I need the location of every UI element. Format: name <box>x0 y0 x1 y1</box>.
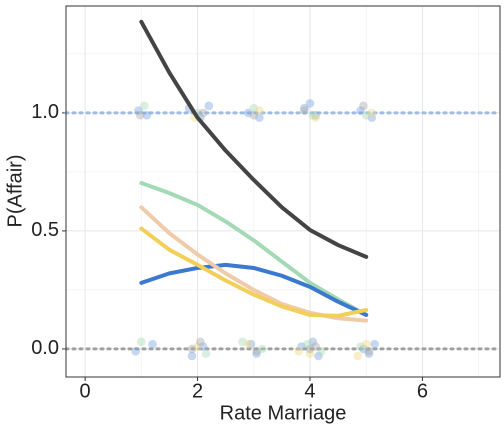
y-tick-label: 0.5 <box>31 219 59 241</box>
data-point <box>255 106 264 115</box>
data-point <box>356 342 365 351</box>
data-point <box>249 110 259 120</box>
data-point <box>356 106 365 115</box>
data-point <box>255 113 264 122</box>
x-tick-label: 6 <box>417 380 428 402</box>
y-axis-title: P(Affair) <box>4 155 26 228</box>
y-tick-label: 0.0 <box>31 337 59 359</box>
data-point <box>238 337 247 347</box>
data-point <box>311 113 320 122</box>
data-point <box>196 337 205 347</box>
data-point <box>246 339 256 349</box>
data-point <box>198 108 208 118</box>
data-point <box>257 344 267 354</box>
x-tick-label: 0 <box>80 380 91 402</box>
data-point <box>137 337 146 347</box>
fit-line <box>139 262 369 317</box>
data-point <box>305 349 315 358</box>
data-point <box>308 110 318 120</box>
data-point <box>361 339 371 349</box>
data-point <box>201 349 211 358</box>
x-tick-label: 4 <box>304 380 315 402</box>
data-point <box>131 346 141 356</box>
data-point <box>252 346 261 356</box>
data-point <box>187 351 197 361</box>
data-point <box>243 339 253 349</box>
data-point <box>249 103 259 113</box>
data-point <box>370 339 379 349</box>
data-point <box>311 342 320 351</box>
x-axis-title: Rate Marriage <box>220 402 347 424</box>
data-point <box>300 106 309 115</box>
data-point <box>187 344 197 354</box>
data-point <box>300 103 309 113</box>
data-point <box>314 351 323 361</box>
data-point <box>353 351 363 361</box>
x-tick-label: 2 <box>192 380 203 402</box>
data-point <box>359 101 368 111</box>
fit-line <box>139 181 369 317</box>
data-point <box>139 101 149 111</box>
data-point <box>204 101 214 111</box>
data-point <box>297 342 306 351</box>
plot-border <box>65 5 501 378</box>
data-point <box>148 339 157 349</box>
data-point <box>305 99 315 108</box>
data-point <box>364 346 374 356</box>
data-point <box>364 349 374 358</box>
data-point <box>243 108 253 118</box>
data-point <box>193 342 202 351</box>
data-point <box>316 346 326 356</box>
data-point <box>135 110 145 120</box>
data-point <box>302 339 312 349</box>
y-tick-label: 1.0 <box>31 101 59 123</box>
data-point <box>367 113 377 122</box>
data-point <box>142 110 152 120</box>
plot-background <box>66 6 500 377</box>
data-point <box>311 110 320 120</box>
fit-line <box>139 19 369 259</box>
data-point <box>294 346 304 356</box>
data-point <box>252 349 261 358</box>
fit-line <box>139 226 369 318</box>
data-point <box>308 337 318 347</box>
data-point <box>305 344 315 354</box>
data-point <box>359 344 368 354</box>
data-point <box>361 110 371 120</box>
data-point <box>134 106 143 115</box>
data-point <box>367 108 377 118</box>
data-point <box>198 342 208 351</box>
